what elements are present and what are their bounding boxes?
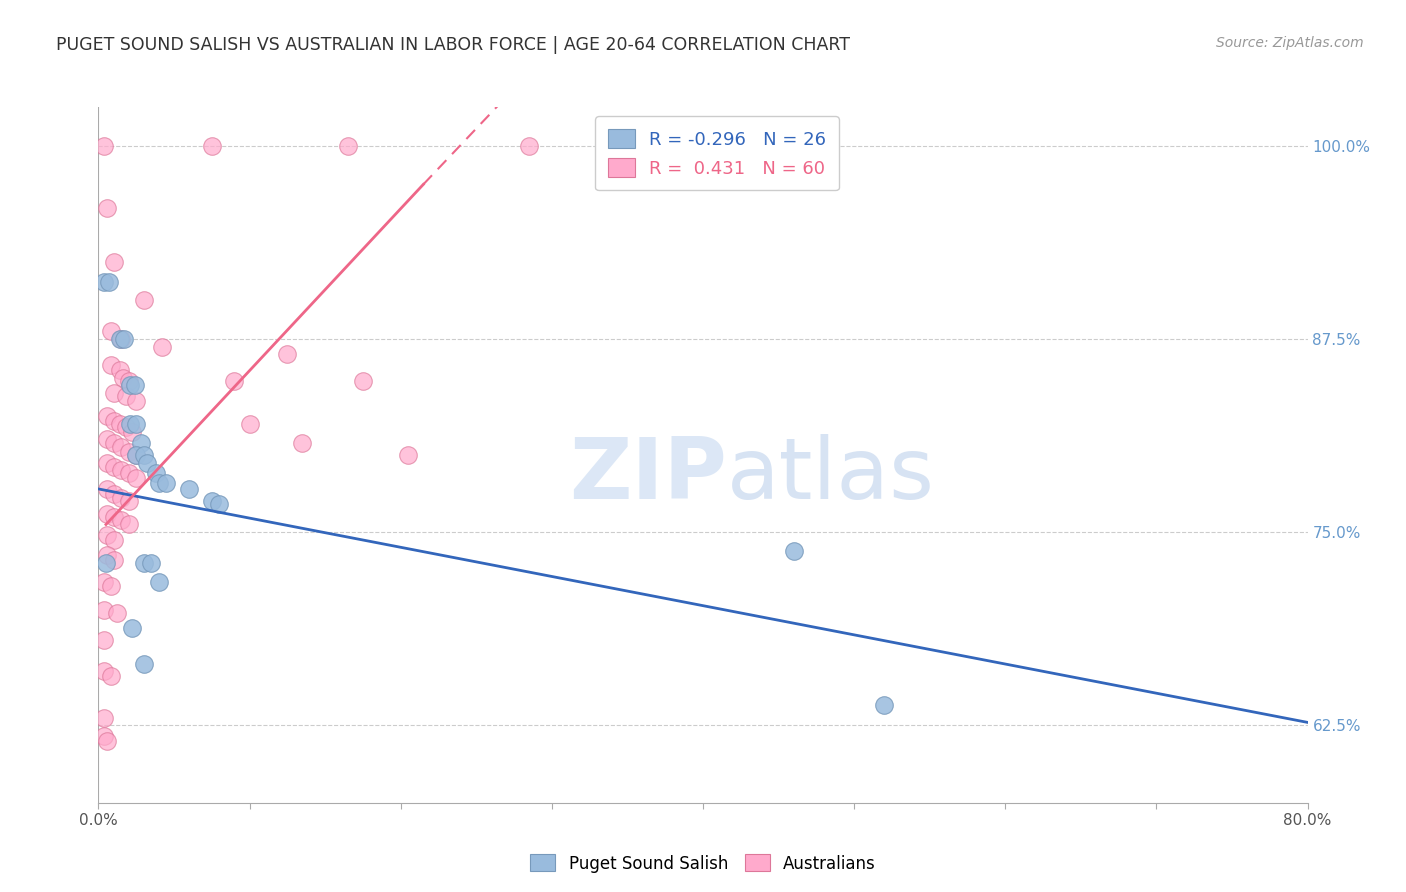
Point [108, 417, 131, 431]
Point [96, 456, 118, 470]
Point [352, 374, 374, 388]
Point [118, 445, 141, 459]
Point [336, 138, 359, 153]
Point [93, 633, 115, 648]
Point [141, 556, 163, 570]
Point [96, 201, 118, 215]
Point [132, 293, 155, 308]
Point [108, 363, 131, 377]
Legend: R = -0.296   N = 26, R =  0.431   N = 60: R = -0.296 N = 26, R = 0.431 N = 60 [595, 116, 839, 190]
Legend: Puget Sound Salish, Australians: Puget Sound Salish, Australians [523, 847, 883, 880]
Point [96, 433, 118, 447]
Point [129, 435, 152, 450]
Point [103, 486, 125, 500]
Point [873, 698, 896, 713]
Point [103, 509, 125, 524]
Point [108, 332, 131, 346]
Text: PUGET SOUND SALISH VS AUSTRALIAN IN LABOR FORCE | AGE 20-64 CORRELATION CHART: PUGET SOUND SALISH VS AUSTRALIAN IN LABO… [56, 36, 851, 54]
Point [120, 417, 142, 431]
Point [93, 138, 115, 153]
Point [112, 332, 135, 346]
Point [179, 482, 201, 496]
Point [96, 734, 118, 748]
Point [201, 494, 224, 508]
Point [118, 517, 141, 532]
Point [93, 275, 115, 289]
Point [291, 435, 314, 450]
Point [224, 374, 246, 388]
Point [103, 386, 125, 401]
Point [276, 347, 298, 361]
Point [96, 482, 118, 496]
Point [120, 378, 142, 392]
Point [125, 471, 148, 485]
Point [93, 574, 115, 589]
Point [783, 543, 806, 558]
Point [100, 579, 122, 593]
Point [103, 414, 125, 428]
Point [96, 549, 118, 563]
Point [124, 378, 146, 392]
Point [148, 574, 170, 589]
Point [103, 460, 125, 475]
Point [150, 340, 173, 354]
Point [148, 475, 170, 490]
Point [110, 440, 132, 454]
Point [110, 463, 132, 477]
Point [145, 467, 167, 481]
Text: ZIP: ZIP [569, 434, 727, 517]
Point [98, 275, 121, 289]
Point [135, 456, 157, 470]
Point [100, 669, 122, 683]
Point [111, 370, 134, 384]
Point [96, 409, 118, 424]
Point [118, 374, 141, 388]
Point [121, 621, 143, 635]
Point [132, 448, 155, 462]
Point [118, 467, 141, 481]
Point [132, 657, 155, 671]
Point [94, 556, 117, 570]
Point [93, 665, 115, 679]
Point [93, 729, 115, 743]
Point [93, 711, 115, 725]
Point [132, 556, 155, 570]
Point [93, 602, 115, 616]
Text: Source: ZipAtlas.com: Source: ZipAtlas.com [1216, 36, 1364, 50]
Point [96, 507, 118, 521]
Point [100, 358, 122, 372]
Point [110, 491, 132, 506]
Point [103, 254, 125, 268]
Text: atlas: atlas [727, 434, 935, 517]
Point [114, 420, 136, 434]
Point [103, 553, 125, 567]
Point [396, 448, 419, 462]
Point [517, 138, 540, 153]
Point [125, 448, 148, 462]
Point [118, 494, 141, 508]
Point [125, 393, 148, 408]
Point [100, 324, 122, 338]
Point [96, 528, 118, 542]
Point [121, 425, 143, 439]
Point [103, 533, 125, 547]
Point [155, 475, 177, 490]
Point [239, 417, 262, 431]
Point [114, 389, 136, 403]
Point [125, 417, 148, 431]
Point [105, 606, 128, 620]
Point [201, 138, 224, 153]
Point [208, 497, 231, 511]
Point [110, 332, 132, 346]
Point [125, 448, 148, 462]
Point [110, 513, 132, 527]
Point [103, 435, 125, 450]
